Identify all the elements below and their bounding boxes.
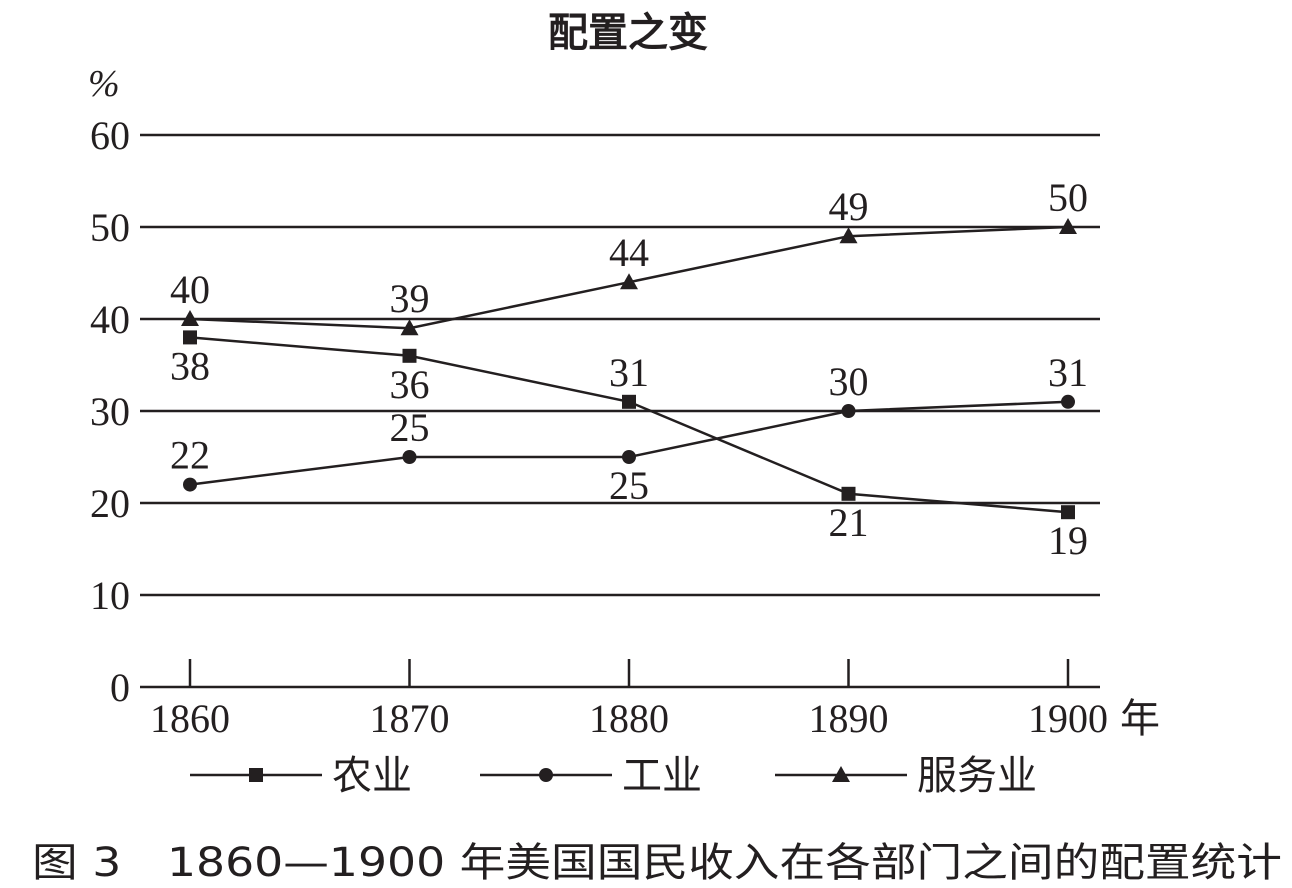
- data-point: [400, 319, 419, 336]
- data-label: 22: [170, 433, 210, 478]
- series-circle: 22 25 25 30 31: [170, 350, 1088, 508]
- data-label: 38: [170, 343, 210, 388]
- legend-label: 工业: [622, 753, 702, 799]
- x-tick-label: 1860: [150, 696, 230, 741]
- legend-label: 服务业: [917, 753, 1037, 799]
- data-label: 19: [1048, 518, 1088, 563]
- series-triangle: 40 39 44 49 50: [170, 175, 1088, 336]
- data-point: [402, 348, 417, 363]
- legend-marker: [539, 768, 553, 782]
- figure-caption: 图 3 1860—1900 年美国国民收入在各部门之间的配置统计: [32, 840, 1282, 886]
- data-label: 40: [170, 267, 210, 312]
- y-tick-label: 20: [90, 481, 130, 526]
- data-label: 44: [609, 230, 649, 275]
- data-label: 21: [829, 500, 869, 545]
- data-label: 50: [1048, 175, 1088, 220]
- data-point: [841, 404, 856, 418]
- x-tick-label: 1870: [370, 696, 450, 741]
- y-tick-label: 50: [90, 205, 130, 250]
- x-axis: 1860 1870 1880 1890 1900: [150, 659, 1108, 741]
- y-tick-label: 30: [90, 389, 130, 434]
- data-point: [1061, 505, 1075, 520]
- y-tick-label: 60: [90, 113, 130, 158]
- y-tick-label: 0: [110, 665, 130, 710]
- data-label: 36: [390, 362, 430, 407]
- data-point: [402, 450, 417, 464]
- x-tick-label: 1880: [589, 696, 669, 741]
- legend-marker: [249, 768, 263, 782]
- data-point: [183, 477, 197, 492]
- legend: 农业 工业 服务业: [190, 753, 1037, 799]
- x-axis-label: 年: [1120, 696, 1160, 742]
- data-point: [183, 330, 197, 345]
- data-point: [181, 310, 199, 326]
- data-label: 25: [390, 405, 430, 450]
- data-label: 25: [609, 463, 649, 508]
- data-label: 30: [829, 359, 869, 404]
- data-label: 49: [829, 184, 869, 229]
- legend-item: 工业: [480, 753, 702, 799]
- data-point: [839, 227, 858, 244]
- y-tick-labels: 0 10 20 30 40 50 60: [90, 113, 130, 710]
- x-tick-label: 1900: [1028, 696, 1108, 741]
- series-square: 38 36 31 21 19: [170, 330, 1088, 563]
- legend-label: 农业: [332, 753, 412, 799]
- data-point: [1059, 218, 1077, 234]
- data-point: [841, 486, 856, 501]
- legend-item: 农业: [190, 753, 412, 799]
- x-tick-label: 1890: [809, 696, 889, 741]
- series-layer: 38 36 31 21 19 22 25 25 30 31 40 39 44 49 50: [170, 175, 1088, 563]
- data-label: 39: [390, 276, 430, 321]
- data-point: [620, 273, 638, 290]
- chart-title: 配置之变: [548, 10, 708, 56]
- y-axis-label: %: [88, 63, 120, 105]
- y-tick-label: 40: [90, 297, 130, 342]
- data-point: [622, 450, 636, 464]
- data-label: 31: [609, 350, 649, 395]
- data-point: [622, 394, 636, 409]
- data-label: 31: [1048, 350, 1088, 395]
- data-point: [1061, 394, 1075, 409]
- gridlines: [140, 133, 1100, 689]
- legend-item: 服务业: [775, 753, 1037, 799]
- y-tick-label: 10: [90, 573, 130, 618]
- legend-marker: [832, 766, 850, 782]
